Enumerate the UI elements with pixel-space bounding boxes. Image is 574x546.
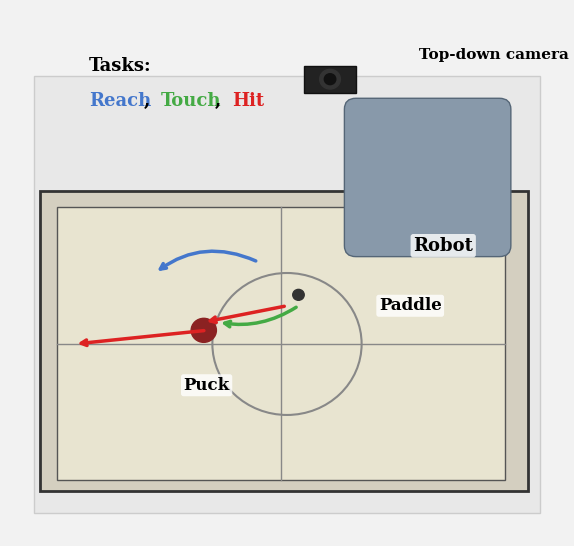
Text: Puck: Puck — [184, 377, 230, 394]
Circle shape — [320, 69, 340, 89]
FancyBboxPatch shape — [34, 76, 540, 513]
FancyBboxPatch shape — [40, 191, 528, 491]
Circle shape — [191, 318, 216, 342]
Text: Touch: Touch — [161, 92, 221, 110]
FancyBboxPatch shape — [304, 66, 356, 93]
Text: Tasks:: Tasks: — [89, 57, 152, 74]
Text: Robot: Robot — [413, 237, 473, 254]
Text: ,: , — [144, 92, 150, 110]
Circle shape — [293, 289, 304, 300]
Text: Top-down camera: Top-down camera — [419, 48, 569, 62]
Text: ,: , — [215, 92, 222, 110]
Text: Reach: Reach — [89, 92, 151, 110]
FancyBboxPatch shape — [57, 207, 505, 480]
Text: Hit: Hit — [232, 92, 265, 110]
Text: Paddle: Paddle — [379, 297, 441, 314]
Circle shape — [324, 74, 336, 85]
FancyBboxPatch shape — [344, 98, 511, 257]
